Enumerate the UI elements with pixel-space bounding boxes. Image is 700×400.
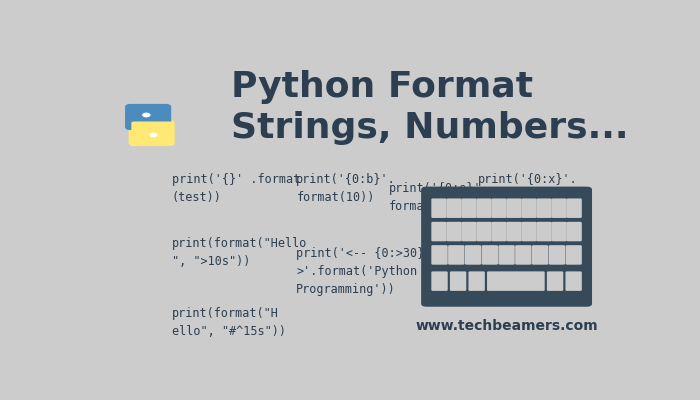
FancyBboxPatch shape	[431, 245, 448, 265]
Text: print('{0:o}'.
format(10)): print('{0:o}'. format(10))	[389, 182, 489, 213]
Text: print(format("Hello
", ">10s")): print(format("Hello ", ">10s"))	[172, 238, 307, 268]
FancyBboxPatch shape	[468, 271, 485, 291]
FancyBboxPatch shape	[507, 222, 522, 241]
Text: Python Format: Python Format	[231, 70, 533, 104]
Text: print('{0:x}'.
format(10)): print('{0:x}'. format(10))	[478, 173, 578, 204]
FancyBboxPatch shape	[465, 245, 481, 265]
FancyBboxPatch shape	[482, 245, 498, 265]
Text: www.techbeamers.com: www.techbeamers.com	[415, 319, 598, 333]
Circle shape	[149, 133, 158, 138]
FancyBboxPatch shape	[125, 104, 172, 130]
Wedge shape	[137, 128, 169, 146]
Text: print('{0:b}'.
format(10)): print('{0:b}'. format(10))	[296, 173, 396, 204]
FancyBboxPatch shape	[491, 198, 507, 218]
FancyBboxPatch shape	[566, 271, 582, 291]
FancyBboxPatch shape	[491, 222, 507, 241]
FancyBboxPatch shape	[566, 222, 582, 241]
FancyBboxPatch shape	[552, 222, 567, 241]
FancyBboxPatch shape	[132, 122, 172, 136]
Text: print(format("H
ello", "#^15s")): print(format("H ello", "#^15s"))	[172, 307, 286, 338]
FancyBboxPatch shape	[447, 222, 461, 241]
FancyBboxPatch shape	[547, 271, 564, 291]
FancyBboxPatch shape	[507, 198, 522, 218]
FancyBboxPatch shape	[477, 222, 491, 241]
FancyBboxPatch shape	[566, 198, 582, 218]
FancyBboxPatch shape	[536, 198, 552, 218]
FancyBboxPatch shape	[461, 198, 477, 218]
FancyBboxPatch shape	[549, 245, 565, 265]
FancyBboxPatch shape	[431, 222, 447, 241]
FancyBboxPatch shape	[532, 245, 548, 265]
FancyBboxPatch shape	[431, 198, 447, 218]
FancyBboxPatch shape	[128, 114, 169, 128]
FancyBboxPatch shape	[487, 271, 545, 291]
FancyBboxPatch shape	[450, 271, 466, 291]
FancyBboxPatch shape	[536, 222, 552, 241]
FancyBboxPatch shape	[515, 245, 531, 265]
FancyBboxPatch shape	[431, 271, 448, 291]
FancyBboxPatch shape	[448, 245, 465, 265]
FancyBboxPatch shape	[461, 222, 477, 241]
Circle shape	[142, 112, 150, 117]
Wedge shape	[130, 104, 162, 122]
FancyBboxPatch shape	[522, 198, 537, 218]
FancyBboxPatch shape	[129, 120, 175, 146]
Text: Strings, Numbers...: Strings, Numbers...	[231, 111, 629, 145]
FancyBboxPatch shape	[552, 198, 567, 218]
Text: print('<-- {0:>30} --
>'.format('Python
Programming')): print('<-- {0:>30} -- >'.format('Python …	[296, 247, 446, 296]
FancyBboxPatch shape	[566, 245, 582, 265]
FancyBboxPatch shape	[421, 186, 592, 307]
FancyBboxPatch shape	[447, 198, 461, 218]
FancyBboxPatch shape	[477, 198, 491, 218]
Text: print('{}' .format
(test)): print('{}' .format (test))	[172, 173, 300, 204]
FancyBboxPatch shape	[522, 222, 537, 241]
FancyBboxPatch shape	[498, 245, 514, 265]
